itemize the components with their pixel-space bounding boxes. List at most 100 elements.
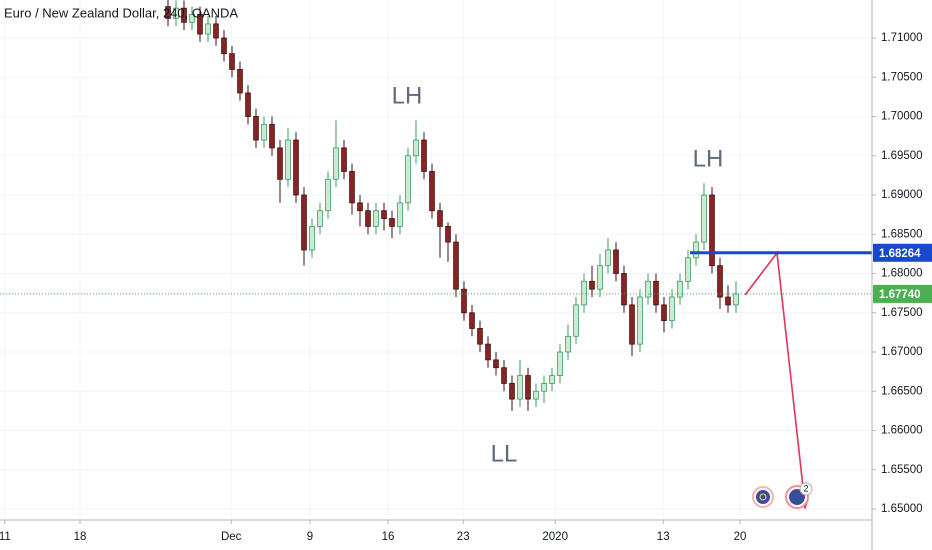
- annotation: LL: [491, 440, 518, 467]
- candle-body: [573, 304, 579, 337]
- candle-body: [605, 249, 611, 267]
- candle-body: [541, 383, 547, 392]
- candle-body: [421, 139, 427, 172]
- annotation: LH: [693, 145, 724, 172]
- candle-body: [341, 147, 347, 172]
- candle-body: [389, 218, 395, 227]
- candle-body: [349, 171, 355, 204]
- candle-body: [461, 288, 467, 314]
- candle-body: [205, 23, 211, 35]
- candle-body: [557, 351, 563, 376]
- y-tick-label: 1.65000: [881, 503, 923, 515]
- candle-body: [565, 335, 571, 353]
- overlay: 2: [0, 250, 872, 510]
- candle-body: [317, 210, 323, 227]
- candle-body: [277, 147, 283, 180]
- candle-body: [181, 7, 187, 23]
- x-tick-label: 23: [457, 531, 470, 543]
- x-tick-label: Dec: [221, 531, 242, 543]
- candle-body: [469, 312, 475, 329]
- candle-body: [693, 241, 699, 259]
- price-label: 1.67740: [879, 289, 921, 301]
- candle-body: [525, 375, 531, 400]
- candle-body: [581, 280, 587, 306]
- candle-body: [245, 92, 251, 117]
- candle-body: [261, 123, 267, 141]
- x-tick-label: 2020: [542, 531, 568, 543]
- candle-body: [269, 123, 275, 149]
- candle-body: [621, 273, 627, 306]
- candle-body: [253, 116, 259, 141]
- candle-body: [381, 210, 387, 219]
- price-label-box: [873, 284, 932, 303]
- candle-body: [733, 293, 739, 306]
- candle-body: [373, 210, 379, 227]
- x-tick-label: 16: [382, 531, 395, 543]
- candle-body: [485, 343, 491, 361]
- x-tick-label: 9: [307, 531, 313, 543]
- y-tick-label: 1.69000: [881, 189, 923, 201]
- y-tick-label: 1.66000: [881, 425, 923, 437]
- candle-body: [549, 375, 555, 384]
- candle-body: [213, 23, 219, 39]
- x-tick-label: 18: [74, 531, 87, 543]
- candle-body: [597, 265, 603, 290]
- candle-body: [517, 375, 523, 400]
- projection-line: [744, 250, 806, 506]
- price-label: 1.68264: [879, 248, 921, 260]
- annotation: LH: [392, 82, 423, 109]
- y-tick-label: 1.70500: [881, 71, 923, 83]
- candle-body: [325, 178, 331, 212]
- candle-body: [717, 265, 723, 298]
- candle-body: [685, 257, 691, 282]
- y-tick-label: 1.66500: [881, 385, 923, 397]
- candle-body: [677, 280, 683, 298]
- x-tick-label: 11: [0, 531, 11, 543]
- y-tick-label: 1.70000: [881, 111, 923, 123]
- candle-body: [493, 359, 499, 369]
- candle-body: [709, 194, 715, 267]
- candle-body: [661, 304, 667, 322]
- candle-body: [613, 249, 619, 274]
- candle-body: [365, 210, 371, 227]
- candle-body: [589, 280, 595, 290]
- candle-body: [309, 226, 315, 251]
- candle-body: [445, 226, 451, 243]
- candle-body: [189, 14, 195, 23]
- candle-body: [645, 280, 651, 298]
- candle-body: [173, 7, 179, 19]
- y-tick-label: 1.68500: [881, 228, 923, 240]
- price-label-box: [873, 243, 932, 262]
- event-icon[interactable]: 2: [785, 482, 813, 509]
- axes: 1.65000 1.65500 1.66000 1.66500 1.67000 1.675…: [0, 32, 932, 543]
- event-badge: 2: [803, 483, 808, 493]
- candle-body: [637, 296, 643, 345]
- candle-body: [533, 390, 539, 400]
- candle-body: [397, 202, 403, 227]
- candle-body: [333, 147, 339, 180]
- candle-body: [437, 210, 443, 227]
- candle-body: [509, 383, 515, 400]
- candle-body: [293, 139, 299, 196]
- y-tick-label: 1.65500: [881, 464, 923, 476]
- y-tick-label: 1.67500: [881, 307, 923, 319]
- candle-body: [701, 194, 707, 243]
- candle-body: [653, 280, 659, 306]
- y-tick-label: 1.68000: [881, 268, 923, 280]
- candle-body: [429, 171, 435, 212]
- plot-area: [165, 0, 739, 411]
- chart-title: Euro / New Zealand Dollar, 240, OANDA: [4, 5, 238, 20]
- candle-body: [725, 296, 731, 306]
- event-icon[interactable]: [752, 486, 774, 508]
- candle-body: [629, 304, 635, 345]
- candle-body: [669, 296, 675, 322]
- candle-body: [229, 53, 235, 70]
- y-tick-label: 1.71000: [881, 32, 923, 44]
- y-tick-label: 1.69500: [881, 150, 923, 162]
- candle-body: [301, 194, 307, 251]
- candle-body: [221, 37, 227, 55]
- x-tick-label: 13: [657, 531, 670, 543]
- candle-body: [165, 6, 171, 19]
